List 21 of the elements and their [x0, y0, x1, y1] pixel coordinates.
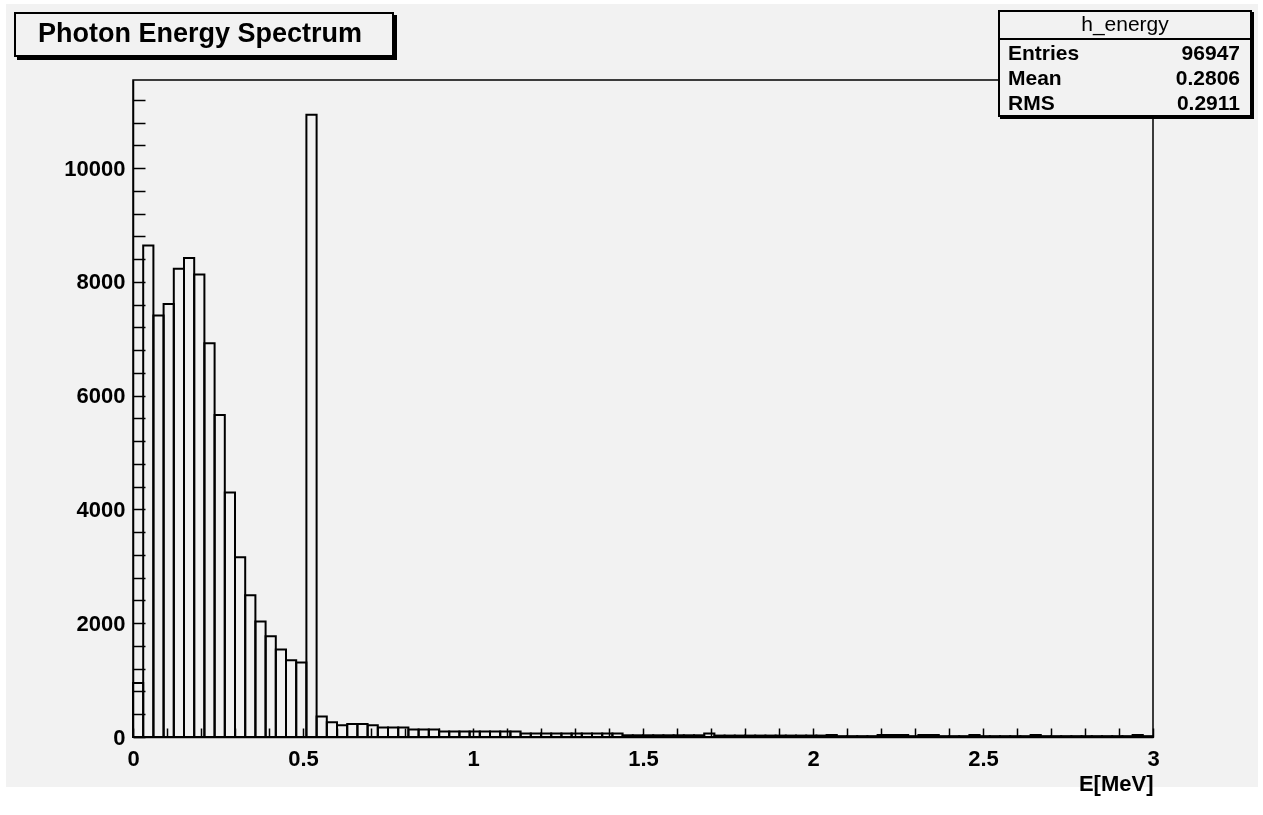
x-tick-label: 1.5: [628, 745, 659, 771]
x-tick-label: 3: [1147, 745, 1160, 771]
text: h_energy: [1000, 12, 1250, 40]
x-axis-title: E[MeV]: [1078, 770, 1154, 796]
x-tick-label: 2.5: [968, 745, 999, 771]
chart-title: Photon Energy Spectrum: [14, 12, 395, 57]
y-tick-label: 4000: [76, 496, 126, 522]
x-tick-label: 2: [807, 745, 820, 771]
y-tick-label: 2000: [76, 610, 126, 636]
y-tick-label: 10000: [64, 155, 126, 181]
y-tick-label: 8000: [76, 269, 126, 295]
y-tick-label: 6000: [76, 383, 126, 409]
y-tick-label: 0: [113, 724, 126, 750]
text: 96947: [1181, 41, 1240, 65]
x-tick-label: 0.5: [288, 745, 319, 771]
annotation: RMS: [1008, 91, 1055, 115]
text: Entries: [1008, 41, 1080, 65]
text: 0.2806: [1175, 66, 1240, 90]
text: 0.2911: [1176, 91, 1240, 115]
x-tick-label: 1: [467, 745, 480, 771]
annotation: Mean: [1008, 66, 1062, 90]
